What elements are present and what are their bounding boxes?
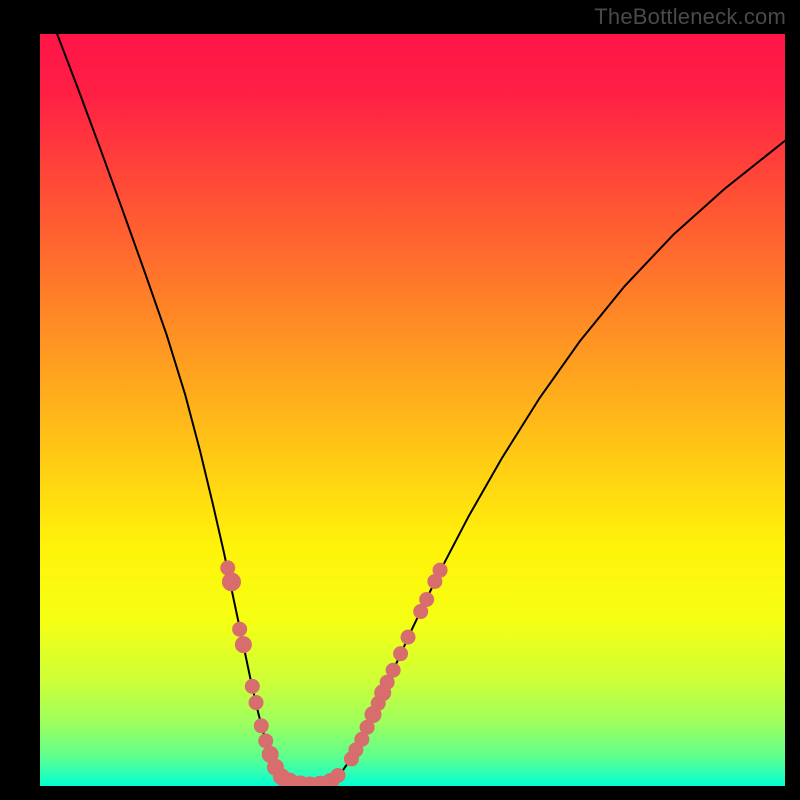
plot-area: [40, 34, 785, 786]
scatter-point: [420, 593, 434, 607]
scatter-point: [222, 573, 240, 591]
scatter-point: [331, 768, 345, 782]
chart-stage: TheBottleneck.com: [0, 0, 800, 800]
scatter-point: [386, 663, 400, 677]
scatter-point: [259, 734, 273, 748]
gradient-background: [40, 34, 785, 786]
scatter-point: [401, 630, 415, 644]
scatter-point: [249, 696, 263, 710]
watermark-label: TheBottleneck.com: [594, 4, 786, 30]
scatter-point: [433, 563, 447, 577]
scatter-point: [394, 647, 408, 661]
scatter-point: [254, 719, 268, 733]
plot-svg: [40, 34, 785, 786]
scatter-point: [235, 637, 251, 653]
scatter-point: [245, 679, 259, 693]
scatter-point: [233, 622, 247, 636]
